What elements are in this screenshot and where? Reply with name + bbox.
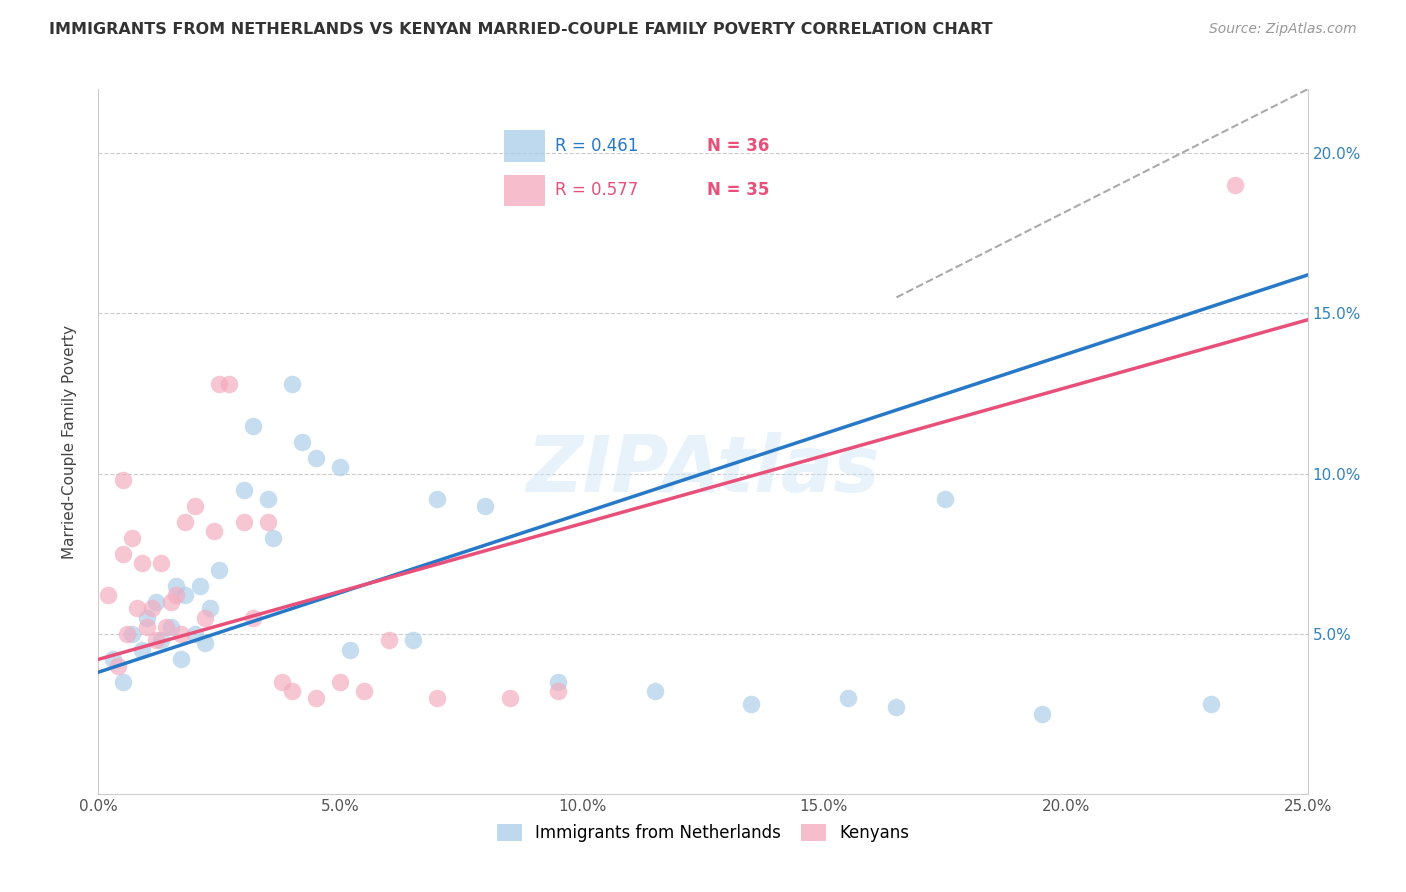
- Point: [242, 418, 264, 433]
- Point: [232, 483, 254, 497]
- Point: [121, 626, 143, 640]
- Point: [165, 579, 187, 593]
- Point: [329, 460, 352, 475]
- Point: [232, 515, 254, 529]
- Point: [498, 690, 520, 705]
- Point: [174, 588, 197, 602]
- Text: IMMIGRANTS FROM NETHERLANDS VS KENYAN MARRIED-COUPLE FAMILY POVERTY CORRELATION : IMMIGRANTS FROM NETHERLANDS VS KENYAN MA…: [49, 22, 993, 37]
- Point: [208, 376, 231, 391]
- Point: [1223, 178, 1246, 193]
- Point: [117, 626, 139, 640]
- Point: [169, 652, 191, 666]
- Point: [934, 492, 956, 507]
- Point: [194, 636, 217, 650]
- Point: [121, 531, 143, 545]
- Point: [208, 563, 231, 577]
- Point: [290, 434, 312, 449]
- Point: [256, 515, 278, 529]
- Point: [127, 601, 149, 615]
- Point: [145, 633, 167, 648]
- Point: [141, 601, 163, 615]
- Point: [198, 601, 221, 615]
- Point: [1031, 706, 1053, 721]
- Point: [547, 684, 569, 698]
- Point: [165, 588, 187, 602]
- Point: [135, 610, 157, 624]
- Point: [886, 700, 908, 714]
- Point: [135, 620, 157, 634]
- Point: [474, 499, 496, 513]
- Point: [111, 547, 134, 561]
- Point: [150, 556, 173, 570]
- Point: [281, 684, 304, 698]
- Point: [353, 684, 375, 698]
- Point: [97, 588, 120, 602]
- Point: [740, 697, 762, 711]
- Point: [1199, 697, 1222, 711]
- Point: [194, 610, 217, 624]
- Legend: Immigrants from Netherlands, Kenyans: Immigrants from Netherlands, Kenyans: [491, 817, 915, 849]
- Point: [160, 595, 183, 609]
- Point: [547, 674, 569, 689]
- Point: [242, 610, 264, 624]
- Point: [184, 626, 207, 640]
- Point: [174, 515, 197, 529]
- Point: [131, 642, 153, 657]
- Point: [271, 674, 294, 689]
- Text: Source: ZipAtlas.com: Source: ZipAtlas.com: [1209, 22, 1357, 37]
- Point: [329, 674, 352, 689]
- Point: [111, 473, 134, 487]
- Point: [188, 579, 211, 593]
- Point: [150, 633, 173, 648]
- Point: [218, 376, 240, 391]
- Point: [426, 492, 449, 507]
- Text: ZIPAtlas: ZIPAtlas: [526, 432, 880, 508]
- Point: [111, 674, 134, 689]
- Point: [281, 376, 304, 391]
- Point: [305, 450, 328, 465]
- Point: [256, 492, 278, 507]
- Point: [169, 626, 191, 640]
- Point: [305, 690, 328, 705]
- Point: [107, 658, 129, 673]
- Point: [377, 633, 399, 648]
- Point: [402, 633, 425, 648]
- Point: [262, 531, 284, 545]
- Point: [155, 620, 177, 634]
- Point: [145, 595, 167, 609]
- Y-axis label: Married-Couple Family Poverty: Married-Couple Family Poverty: [62, 325, 77, 558]
- Point: [204, 524, 226, 539]
- Point: [160, 620, 183, 634]
- Point: [837, 690, 859, 705]
- Point: [426, 690, 449, 705]
- Point: [339, 642, 361, 657]
- Point: [184, 499, 207, 513]
- Point: [644, 684, 666, 698]
- Point: [101, 652, 124, 666]
- Point: [131, 556, 153, 570]
